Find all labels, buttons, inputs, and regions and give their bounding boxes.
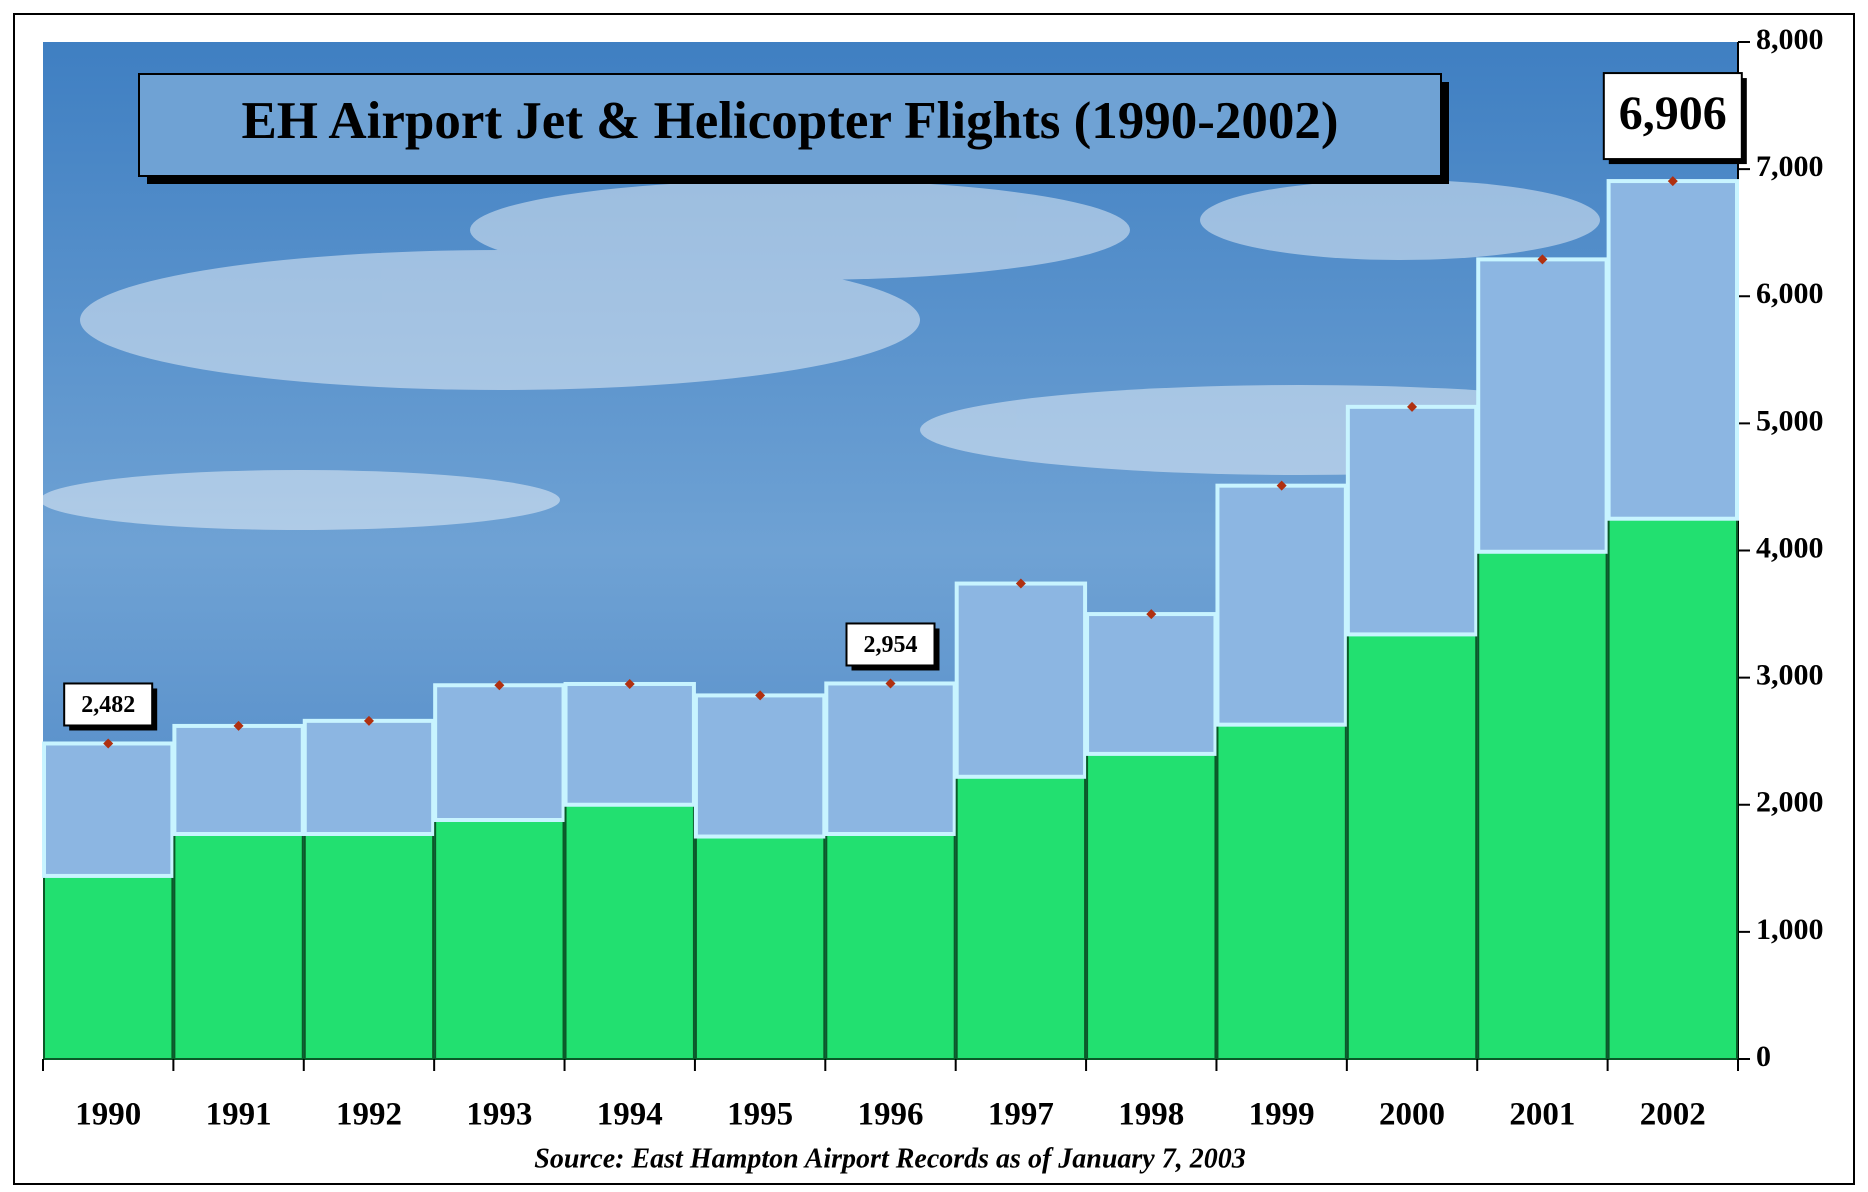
helicopter-bar [566,805,694,1059]
helicopter-bar [1348,634,1476,1059]
jet-bar [1478,259,1606,551]
x-tick-label: 1990 [75,1097,141,1133]
helicopter-bar [174,834,302,1059]
x-tick-label: 1997 [988,1097,1054,1133]
y-tick-label: 6,000 [1756,277,1824,310]
y-tick-label: 0 [1756,1040,1771,1073]
x-tick-label: 2001 [1509,1097,1575,1133]
x-tick-label: 1993 [466,1097,532,1133]
y-tick-label: 5,000 [1756,404,1824,437]
value-label: 2,954 [864,632,918,658]
helicopter-bar [305,834,433,1059]
jet-bar [826,683,954,834]
jet-bar [305,721,433,834]
jet-bar [1087,614,1215,754]
x-tick-label: 1991 [206,1097,272,1133]
helicopter-bar [696,837,824,1059]
x-tick-label: 1992 [336,1097,402,1133]
helicopter-bar [1609,519,1737,1059]
helicopter-bar [1087,754,1215,1059]
x-tick-label: 1998 [1118,1097,1184,1133]
x-tick-label: 2000 [1379,1097,1445,1133]
jet-bar [696,695,824,836]
helicopter-bar [44,876,172,1059]
x-tick-label: 1994 [597,1097,663,1133]
x-tick-label: 1996 [858,1097,924,1133]
helicopter-bar [957,777,1085,1059]
y-tick-label: 8,000 [1756,23,1824,56]
helicopter-bar [1478,552,1606,1059]
y-tick-label: 2,000 [1756,786,1824,819]
chart-title: EH Airport Jet & Helicopter Flights (199… [241,92,1338,150]
jet-bar [174,726,302,834]
jet-bar [1348,407,1476,635]
x-tick-label: 1995 [727,1097,793,1133]
helicopter-bar [435,820,563,1059]
helicopter-bar [1217,725,1345,1059]
helicopter-bar [826,834,954,1059]
y-tick-label: 1,000 [1756,913,1824,946]
value-label: 6,906 [1619,87,1727,140]
jet-bar [435,685,563,820]
jet-bar [1217,486,1345,725]
x-tick-label: 2002 [1640,1097,1706,1133]
chart: Source: East Hampton Airport Records as … [0,0,1868,1192]
jet-bar [957,584,1085,777]
jet-bar [44,743,172,875]
y-tick-label: 7,000 [1756,150,1824,183]
value-label: 2,482 [81,692,135,718]
source-note: Source: East Hampton Airport Records as … [534,1143,1245,1174]
jet-bar [566,684,694,805]
y-tick-label: 3,000 [1756,659,1824,692]
x-tick-label: 1999 [1249,1097,1315,1133]
y-tick-label: 4,000 [1756,531,1824,564]
jet-bar [1609,181,1737,519]
